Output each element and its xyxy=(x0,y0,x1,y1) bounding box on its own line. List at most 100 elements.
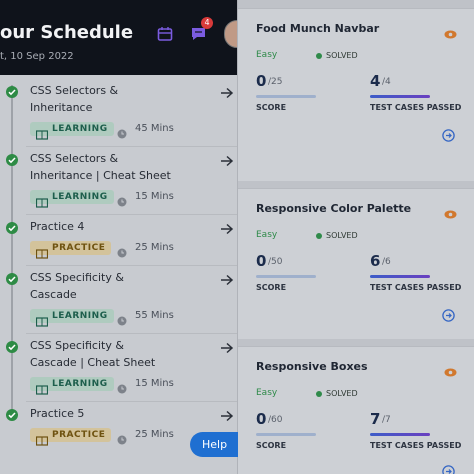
duration: 15 Mins xyxy=(135,378,174,389)
check-icon xyxy=(6,83,18,102)
clock-icon xyxy=(117,311,127,330)
duration: 25 Mins xyxy=(135,242,174,253)
problem-card: Food Munch Navbar Easy SOLVED 0/25 SCORE 4/4 T… xyxy=(238,8,474,181)
score-label: SCORE xyxy=(256,283,287,292)
open-icon[interactable] xyxy=(442,463,455,474)
tag-icon xyxy=(35,244,49,263)
eye-icon[interactable] xyxy=(444,204,457,223)
eye-icon[interactable] xyxy=(444,24,457,43)
tests-bar xyxy=(370,95,430,98)
item-title: Inheritance | Cheat Sheet xyxy=(30,169,171,182)
problem-card: Responsive Boxes Easy SOLVED 0/60 SCORE 7/7 TE… xyxy=(238,346,474,474)
difficulty: Easy xyxy=(256,230,278,240)
chat-icon[interactable] xyxy=(190,26,208,42)
clock-icon xyxy=(117,430,127,449)
tag: LEARNING xyxy=(30,122,114,136)
notification-badge: 4 xyxy=(201,17,213,29)
arrow-icon[interactable] xyxy=(220,271,234,290)
calendar-icon[interactable] xyxy=(157,26,173,42)
clock-icon xyxy=(117,243,127,262)
card-title[interactable]: Food Munch Navbar xyxy=(256,22,380,35)
tag-icon xyxy=(35,312,49,331)
arrow-icon[interactable] xyxy=(220,407,234,426)
score: 0 xyxy=(256,252,267,270)
tests-bar xyxy=(370,275,430,278)
tag: LEARNING xyxy=(30,190,114,204)
status-dot xyxy=(316,233,322,239)
tag: LEARNING xyxy=(30,309,114,323)
divider xyxy=(26,146,237,147)
tests: 7 xyxy=(370,410,381,428)
status: SOLVED xyxy=(326,231,358,240)
tests-label: TEST CASES PASSED xyxy=(370,103,462,112)
tag-icon xyxy=(35,380,49,399)
tag: PRACTICE xyxy=(30,428,112,442)
tests-bar xyxy=(370,433,430,436)
score-label: SCORE xyxy=(256,103,287,112)
score: 0 xyxy=(256,410,267,428)
tag: LEARNING xyxy=(30,377,114,391)
arrow-icon[interactable] xyxy=(220,84,234,103)
page-title: our Schedule xyxy=(0,22,134,43)
eye-icon[interactable] xyxy=(444,362,457,381)
item-title: CSS Specificity & xyxy=(30,339,124,352)
tag-icon xyxy=(35,431,49,450)
tests-total: /4 xyxy=(382,77,391,87)
score-label: SCORE xyxy=(256,441,287,450)
problem-card: Responsive Color Palette Easy SOLVED 0/50 SC… xyxy=(238,188,474,339)
check-icon xyxy=(6,219,18,238)
timeline xyxy=(11,85,13,415)
help-button[interactable]: Help xyxy=(190,432,238,457)
item-title: CSS Selectors & xyxy=(30,84,119,97)
check-icon xyxy=(6,151,18,170)
score-total: /50 xyxy=(268,257,283,267)
status-dot xyxy=(316,53,322,59)
tag-icon xyxy=(35,193,49,212)
divider xyxy=(26,401,237,402)
difficulty: Easy xyxy=(256,388,278,398)
score-total: /60 xyxy=(268,415,283,425)
item-title: CSS Selectors & xyxy=(30,152,119,165)
tests-total: /6 xyxy=(382,257,391,267)
open-icon[interactable] xyxy=(442,127,455,146)
score: 0 xyxy=(256,72,267,90)
arrow-icon[interactable] xyxy=(220,339,234,358)
score-bar xyxy=(256,275,316,278)
tests-label: TEST CASES PASSED xyxy=(370,441,462,450)
check-icon xyxy=(6,406,18,425)
tests: 6 xyxy=(370,252,381,270)
status-dot xyxy=(316,391,322,397)
tag-icon xyxy=(35,125,49,144)
score-bar xyxy=(256,95,316,98)
item-title: Practice 4 xyxy=(30,220,85,233)
card-title[interactable]: Responsive Boxes xyxy=(256,360,368,373)
item-title: Cascade xyxy=(30,288,77,301)
check-icon xyxy=(6,338,18,357)
item-title: CSS Specificity & xyxy=(30,271,124,284)
card-title[interactable]: Responsive Color Palette xyxy=(256,202,412,215)
status: SOLVED xyxy=(326,51,358,60)
difficulty: Easy xyxy=(256,50,278,60)
item-title: Practice 5 xyxy=(30,407,85,420)
arrow-icon[interactable] xyxy=(220,152,234,171)
arrow-icon[interactable] xyxy=(220,220,234,239)
tests: 4 xyxy=(370,72,381,90)
open-icon[interactable] xyxy=(442,307,455,326)
score-total: /25 xyxy=(268,77,283,87)
duration: 15 Mins xyxy=(135,191,174,202)
tests-total: /7 xyxy=(382,415,391,425)
divider xyxy=(26,214,237,215)
item-title: Inheritance xyxy=(30,101,93,114)
duration: 55 Mins xyxy=(135,310,174,321)
date: t, 10 Sep 2022 xyxy=(0,51,74,62)
clock-icon xyxy=(117,192,127,211)
tests-label: TEST CASES PASSED xyxy=(370,283,462,292)
clock-icon xyxy=(117,379,127,398)
divider xyxy=(26,333,237,334)
check-icon xyxy=(6,270,18,289)
problems-panel: Food Munch Navbar Easy SOLVED 0/25 SCORE 4/4 T… xyxy=(237,0,474,474)
tag: PRACTICE xyxy=(30,241,112,255)
schedule-list: CSS Selectors & Inheritance LEARNING 45 Min… xyxy=(0,75,237,474)
header: our Schedule t, 10 Sep 2022 4 xyxy=(0,0,252,75)
